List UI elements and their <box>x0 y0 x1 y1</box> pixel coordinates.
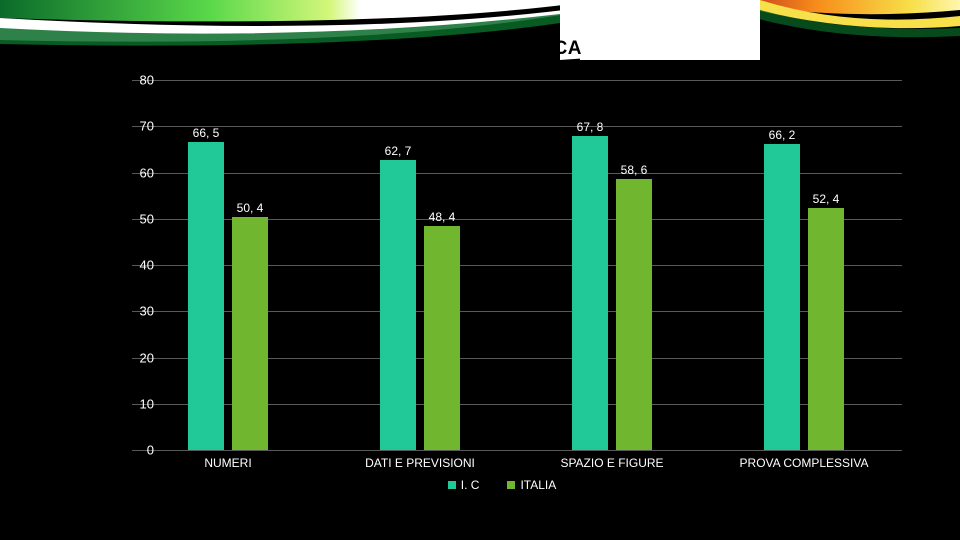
data-label: 58, 6 <box>621 163 648 177</box>
bar <box>424 226 460 450</box>
bar <box>380 160 416 450</box>
x-category-label: DATI E PREVISIONI <box>365 456 475 470</box>
y-axis-label: 60 <box>114 165 154 180</box>
x-category-label: PROVA COMPLESSIVA <box>740 456 869 470</box>
y-axis-label: 50 <box>114 211 154 226</box>
legend-item: ITALIA <box>507 478 556 492</box>
legend-label: I. C <box>461 478 480 492</box>
data-label: 50, 4 <box>237 201 264 215</box>
y-axis-label: 40 <box>114 258 154 273</box>
gridline <box>132 450 902 451</box>
data-label: 62, 7 <box>385 144 412 158</box>
legend-swatch <box>507 481 515 489</box>
bar-group: 62, 7 48, 4 <box>324 80 516 450</box>
bar <box>808 208 844 450</box>
bar <box>616 179 652 450</box>
bar <box>188 142 224 450</box>
x-category-label: SPAZIO E FIGURE <box>560 456 663 470</box>
x-category-label: NUMERI <box>204 456 251 470</box>
data-label: 67, 8 <box>577 120 604 134</box>
chart-title: AMBITI MATEMATICA <box>0 38 960 60</box>
y-axis-label: 30 <box>114 304 154 319</box>
bar <box>232 217 268 450</box>
data-label: 52, 4 <box>813 192 840 206</box>
data-label: 48, 4 <box>429 210 456 224</box>
bar-group: 67, 8 58, 6 <box>516 80 708 450</box>
y-axis-label: 0 <box>114 443 154 458</box>
data-label: 66, 5 <box>193 126 220 140</box>
legend-item: I. C <box>448 478 480 492</box>
bar-group: 66, 2 52, 4 <box>708 80 900 450</box>
bar <box>572 136 608 450</box>
data-label: 66, 2 <box>769 128 796 142</box>
bar-group: 66, 5 50, 4 <box>132 80 324 450</box>
y-axis-label: 10 <box>114 396 154 411</box>
bar-chart: 66, 5 50, 4 62, 7 48, 4 67, 8 58, 6 66, 2 52, 4… <box>102 74 902 484</box>
legend-swatch <box>448 481 456 489</box>
legend-label: ITALIA <box>520 478 556 492</box>
y-axis-label: 20 <box>114 350 154 365</box>
y-axis-label: 80 <box>114 73 154 88</box>
bar <box>764 144 800 450</box>
plot-area: 66, 5 50, 4 62, 7 48, 4 67, 8 58, 6 66, 2 52, 4 <box>132 80 902 450</box>
y-axis-label: 70 <box>114 119 154 134</box>
legend: I. C ITALIA <box>102 478 902 492</box>
